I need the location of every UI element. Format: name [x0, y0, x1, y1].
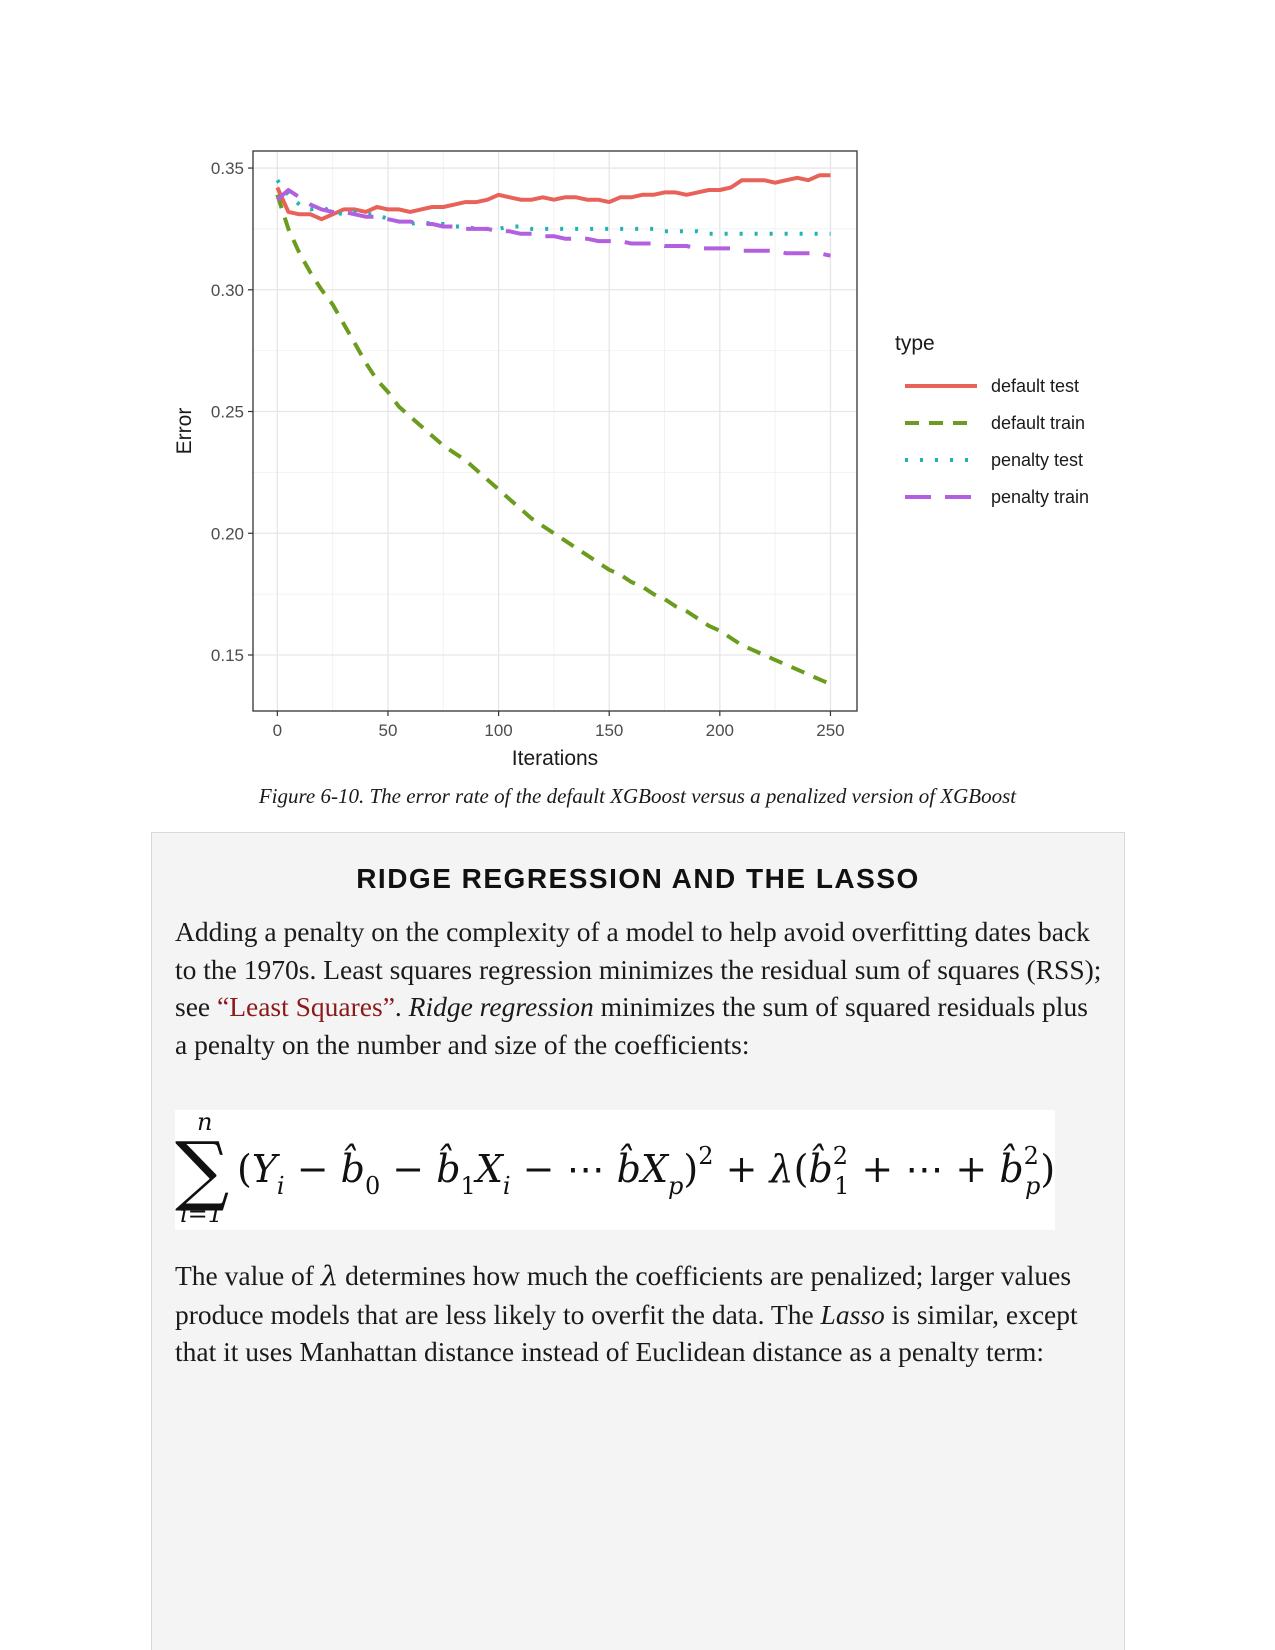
- plot-border: [252, 150, 858, 712]
- ridge-regression-term: Ridge regression: [408, 991, 594, 1022]
- legend-label: penalty test: [991, 450, 1083, 470]
- y-tick-label: 0.30: [211, 281, 244, 300]
- para1-text-a: Adding a penalty on the complexity of a …: [175, 916, 1102, 1022]
- least-squares-link[interactable]: “Least Squares”: [217, 991, 395, 1022]
- x-tick-label: 200: [706, 721, 734, 740]
- series-line-default-test: [275, 173, 831, 222]
- y-tick-label: 0.20: [211, 524, 244, 543]
- legend-label: penalty train: [991, 487, 1089, 507]
- series-line-penalty-train: [275, 188, 831, 258]
- para2-text-a: The value of: [175, 1260, 321, 1291]
- sum-symbol: ∑: [175, 1125, 229, 1214]
- ridge-formula-svg: n ∑ i=1 (Yi − b̂0 − b̂1Xi − ⋯ b̂Xp)2 + λ…: [175, 1110, 1055, 1228]
- para2-text-c: is similar, except that it uses Manhatta…: [175, 1298, 1078, 1368]
- ridge-formula: n ∑ i=1 (Yi − b̂0 − b̂1Xi − ⋯ b̂Xp)2 + λ…: [175, 1110, 1055, 1230]
- x-tick-label: 50: [378, 721, 397, 740]
- y-tick-label: 0.15: [211, 646, 244, 665]
- para2-text-b: determines how much the coefficients are…: [175, 1260, 1072, 1330]
- legend-label: default test: [991, 376, 1079, 396]
- lasso-term: Lasso: [820, 1298, 885, 1330]
- x-tick-label: 100: [484, 721, 512, 740]
- sidebar-box: RIDGE REGRESSION AND THE LASSO Adding a …: [151, 832, 1125, 1650]
- x-tick-label: 150: [595, 721, 623, 740]
- chart-svg: 0 50 100 150 200 250 0.15 0.20 0.25 0.30 0.35 Itera…: [173, 150, 1089, 770]
- formula-body: (Yi − b̂0 − b̂1Xi − ⋯ b̂Xp)2 + λ(b̂2 1 + …: [237, 1142, 1055, 1200]
- series-line-default-train: [275, 194, 832, 687]
- plot-panel: [253, 151, 857, 711]
- sum-upper-limit: n: [197, 1110, 212, 1136]
- legend-title: type: [895, 332, 935, 355]
- x-tick-label: 0: [273, 721, 282, 740]
- lambda-symbol: λ: [320, 1260, 339, 1292]
- legend-label: default train: [991, 413, 1085, 433]
- y-tick-label: 0.25: [211, 403, 244, 422]
- figure-caption: Figure 6-10. The error rate of the defau…: [258, 784, 1017, 808]
- sum-lower-limit: i=1: [180, 1200, 223, 1228]
- sidebar-title: RIDGE REGRESSION AND THE LASSO: [356, 863, 920, 894]
- y-tick-label: 0.35: [211, 159, 244, 178]
- lambda-paragraph: The value of λ determines how much the c…: [175, 1257, 1105, 1371]
- ridge-paragraph: Adding a penalty on the complexity of a …: [175, 913, 1105, 1063]
- x-axis-title: Iterations: [512, 747, 598, 770]
- para1-text-c: minimizes the sum of squared residuals p…: [175, 991, 1088, 1060]
- series-line-penalty-test: [275, 178, 831, 236]
- x-tick-label: 250: [816, 721, 844, 740]
- para1-text-b: .: [394, 991, 409, 1022]
- error-rate-chart: 0 50 100 150 200 250 0.15 0.20 0.25 0.30 0.35 Itera…: [150, 135, 1130, 780]
- y-axis-title: Error: [173, 408, 196, 455]
